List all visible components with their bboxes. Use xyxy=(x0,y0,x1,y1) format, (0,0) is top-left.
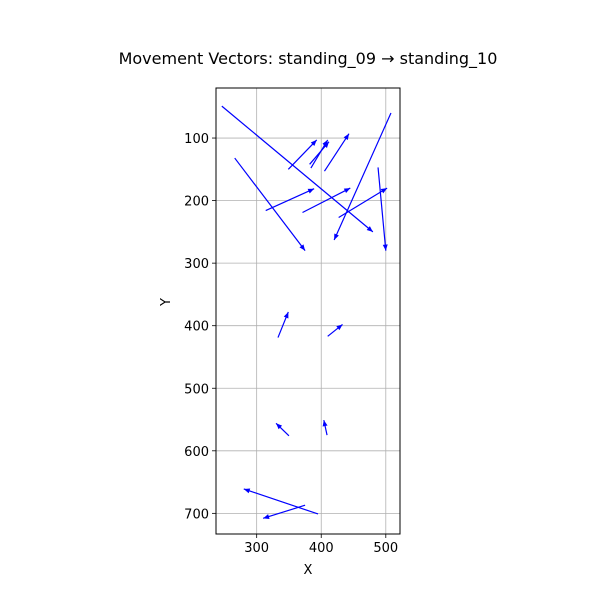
vector-series xyxy=(221,105,392,519)
movement-vector xyxy=(265,188,315,212)
vector-shaft xyxy=(333,112,392,241)
vector-arrowhead xyxy=(382,244,388,251)
vector-arrowhead xyxy=(343,133,349,141)
plot-frame xyxy=(215,87,401,535)
x-axis-label: X xyxy=(304,563,313,578)
vector-arrowhead xyxy=(263,514,270,519)
y-axis-ticks: 100 200 300 400 500 600 700 xyxy=(184,132,216,522)
vector-arrowhead xyxy=(366,226,373,232)
chart-title: Movement Vectors: standing_09 → standing… xyxy=(119,49,498,69)
movement-vector xyxy=(262,504,306,519)
vector-shaft xyxy=(221,105,374,233)
x-tick-label: 500 xyxy=(373,541,398,556)
movement-vector xyxy=(302,187,351,214)
vector-shaft xyxy=(234,157,306,251)
vector-shaft xyxy=(262,504,306,519)
y-axis-label: Y xyxy=(159,298,174,307)
vector-shaft xyxy=(302,187,351,214)
x-tick-label: 300 xyxy=(244,541,269,556)
movement-vector xyxy=(333,112,392,241)
vector-arrowhead xyxy=(243,488,251,494)
vector-shaft xyxy=(243,488,319,515)
y-tick-label: 500 xyxy=(184,382,209,397)
x-axis-ticks: 300 400 500 xyxy=(244,534,398,556)
movement-vector xyxy=(323,133,350,172)
vector-arrowhead xyxy=(322,420,328,427)
y-tick-label: 300 xyxy=(184,257,209,272)
vector-shaft xyxy=(338,187,388,218)
movement-vector xyxy=(234,157,306,251)
vector-arrowhead xyxy=(276,423,283,430)
vector-arrowhead xyxy=(323,141,329,148)
movement-vector xyxy=(275,422,290,437)
vector-shaft xyxy=(377,167,387,251)
vector-arrowhead xyxy=(334,233,339,241)
movement-vector xyxy=(377,167,388,251)
movement-vector xyxy=(243,488,319,515)
vector-shaft xyxy=(287,139,318,170)
vector-arrowhead xyxy=(310,139,317,146)
movement-vector xyxy=(322,420,328,436)
vector-arrowhead xyxy=(299,244,306,251)
movement-vector xyxy=(277,311,289,338)
y-tick-label: 200 xyxy=(184,195,209,210)
movement-vector xyxy=(309,141,330,165)
movement-vector xyxy=(327,323,343,337)
movement-vector xyxy=(338,187,388,218)
vector-arrowhead xyxy=(343,188,351,194)
y-tick-label: 600 xyxy=(184,445,209,460)
y-tick-label: 400 xyxy=(184,320,209,335)
y-tick-label: 700 xyxy=(184,507,209,522)
vector-arrowhead xyxy=(380,188,388,194)
movement-vector xyxy=(287,139,318,170)
vector-shaft xyxy=(323,133,350,172)
grid xyxy=(216,88,400,534)
vector-arrowhead xyxy=(307,188,315,194)
movement-vector xyxy=(221,105,374,233)
vector-shaft xyxy=(265,188,315,212)
x-tick-label: 400 xyxy=(309,541,334,556)
y-tick-label: 100 xyxy=(184,132,209,147)
vector-arrowhead xyxy=(336,324,343,331)
vector-arrowhead xyxy=(283,311,289,319)
